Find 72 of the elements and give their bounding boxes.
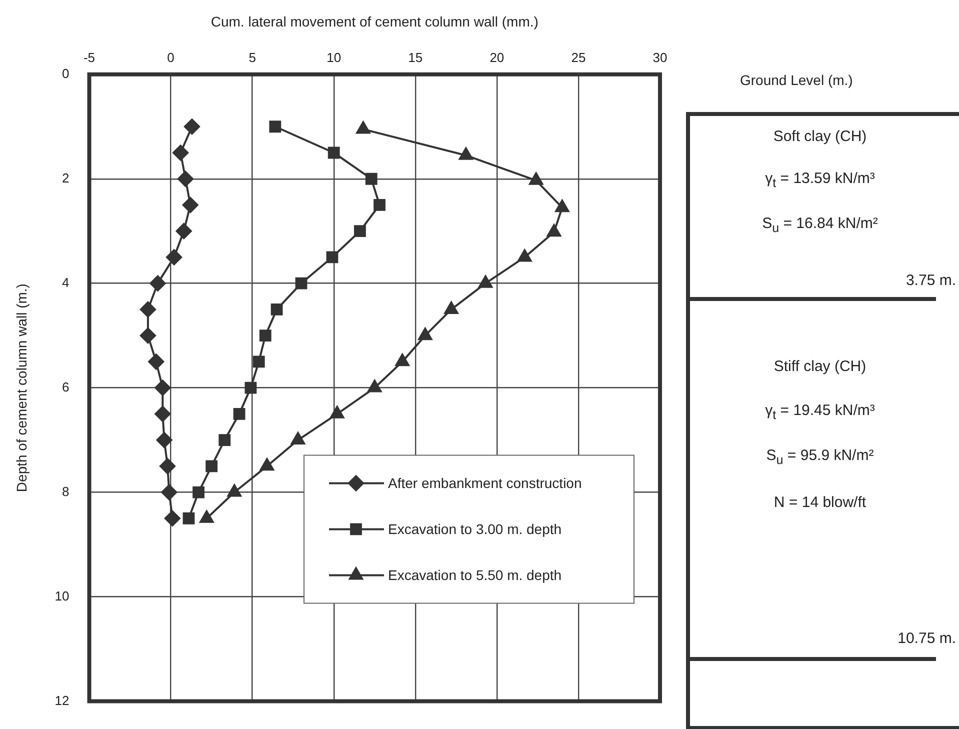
y-tick-label: 12 [54,692,70,708]
legend-label: After embankment construction [388,475,582,492]
point [154,406,171,422]
x-axis-title: Cum. lateral movement of cement column wall (mm.) [210,13,538,30]
point [295,277,308,290]
point [244,382,257,394]
text: 3.75 m. [906,272,956,289]
point [192,486,204,498]
point [166,249,182,266]
y-tick-label: 6 [62,379,70,394]
x-tick-label: 5 [248,50,256,66]
point [161,484,178,500]
point [200,510,214,523]
point [270,304,283,316]
text: Ground Level (m.) [740,72,853,88]
x-tick-label: 15 [408,50,423,66]
point [182,196,198,213]
point [260,458,274,471]
point [269,120,282,133]
point [154,380,171,396]
point [555,200,570,212]
point [418,328,432,340]
x-tick-label: 0 [167,50,174,66]
point [227,484,242,497]
y-tick-label: 4 [62,274,70,290]
x-tick-label: 10 [326,50,342,66]
text: γ$_{t}$ = 19.45 kN/m³ [765,402,875,422]
point [176,223,192,240]
point [156,432,172,448]
legend-label: Excavation to 3.00 m. depth [388,521,562,538]
x-tick-label: 20 [490,50,504,66]
point [354,225,366,238]
point [206,460,218,472]
point [184,118,200,135]
point [326,251,338,264]
text: γ$_{t}$ = 13.59 kN/m³ [765,170,875,190]
point [252,356,265,368]
point [328,146,340,159]
point [368,380,382,392]
x-tick-label: -5 [83,50,96,66]
point [395,354,410,366]
point [140,301,156,318]
point [164,510,180,526]
text: 10.75 m. [898,630,956,647]
x-tick-label: 30 [652,50,668,66]
y-tick-label: 8 [62,484,70,499]
point [172,144,189,161]
point [259,330,272,342]
point [290,432,306,445]
point [233,408,246,420]
y-axis-title: Depth of cement column wall (m.) [13,284,30,492]
text: S$_{u}$ = 16.84 kN/m² [762,215,878,235]
legend-label: Excavation to 5.50 m. depth [388,567,562,584]
point [150,275,166,292]
text: Stiff clay (CH) [774,358,866,375]
point [140,328,156,344]
point [148,354,164,370]
y-tick-label: 0 [62,66,70,81]
x-tick-label: 25 [571,50,586,66]
y-tick-label: 2 [62,170,70,186]
point [160,458,176,474]
point [218,434,231,446]
point [365,172,378,185]
point [182,512,195,524]
text: Soft clay (CH) [773,128,867,145]
y-tick-label: 10 [54,588,70,604]
text: N = 14 blow/ft [774,494,866,511]
point [546,224,562,237]
text: S$_{u}$ = 95.9 kN/m² [766,447,874,467]
point [177,170,194,187]
point [374,199,386,211]
point [518,249,532,262]
